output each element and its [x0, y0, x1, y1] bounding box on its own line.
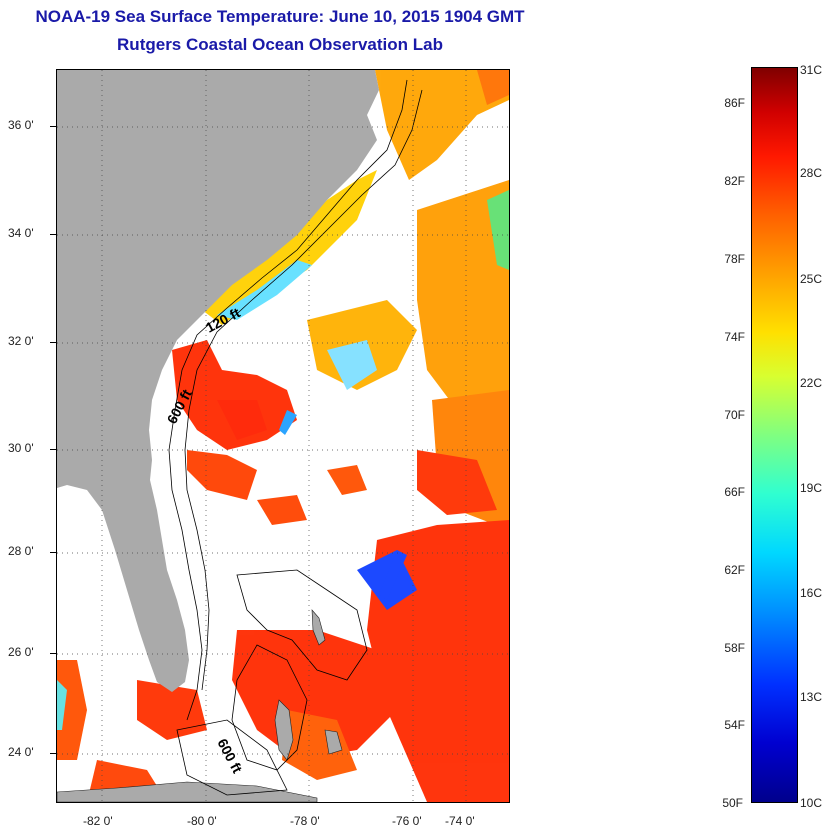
map-title: NOAA-19 Sea Surface Temperature: June 10…: [35, 7, 525, 26]
isobath-contours: [168, 79, 423, 796]
colorbar-f-label: 50F: [722, 796, 743, 810]
colorbar-f-label: 54F: [724, 718, 745, 732]
colorbar-c-label: 16C: [800, 586, 823, 600]
colorbar-c-label: 22C: [800, 376, 823, 390]
land-mass-us: [57, 70, 379, 692]
colorbar-f-label: 58F: [724, 641, 745, 655]
graticule: [57, 70, 509, 802]
lon-label-78: -78 0': [290, 814, 320, 828]
colorbar-f-label: 70F: [724, 408, 745, 422]
lon-label-76: -76 0': [392, 814, 422, 828]
lat-tick: [50, 653, 56, 654]
lat-label-32: 32 0': [8, 334, 34, 348]
colorbar-c-label: 19C: [800, 481, 823, 495]
lat-label-24: 24 0': [8, 745, 34, 759]
lon-label-74: -74 0': [445, 814, 475, 828]
lat-label-36: 36 0': [8, 118, 34, 132]
lat-tick: [50, 234, 56, 235]
temperature-colorbar: [751, 67, 798, 803]
lat-tick: [50, 753, 56, 754]
lat-tick: [50, 342, 56, 343]
lat-label-34: 34 0': [8, 226, 34, 240]
lat-tick: [50, 449, 56, 450]
colorbar-c-label: 31C: [800, 63, 823, 77]
colorbar-f-label: 62F: [724, 563, 745, 577]
lat-tick: [50, 126, 56, 127]
colorbar-f-label: 86F: [724, 96, 745, 110]
lon-label-82: -82 0': [83, 814, 113, 828]
colorbar-c-label: 10C: [800, 796, 823, 810]
lon-label-80: -80 0': [187, 814, 217, 828]
colorbar-f-label: 66F: [724, 485, 745, 499]
colorbar-f-label: 74F: [724, 330, 745, 344]
lat-tick: [50, 552, 56, 553]
colorbar-c-label: 25C: [800, 272, 823, 286]
map-subtitle: Rutgers Coastal Ocean Observation Lab: [117, 35, 443, 54]
colorbar-f-label: 82F: [724, 174, 745, 188]
sst-map: 120 ft 600 ft 600 ft: [56, 69, 510, 803]
colorbar-c-label: 13C: [800, 690, 823, 704]
colorbar-f-label: 78F: [724, 252, 745, 266]
sst-map-canvas: 120 ft 600 ft 600 ft: [57, 70, 509, 802]
lat-label-28: 28 0': [8, 544, 34, 558]
colorbar-c-label: 28C: [800, 166, 823, 180]
lat-label-30: 30 0': [8, 441, 34, 455]
sst-imagery: [57, 70, 509, 802]
lat-label-26: 26 0': [8, 645, 34, 659]
